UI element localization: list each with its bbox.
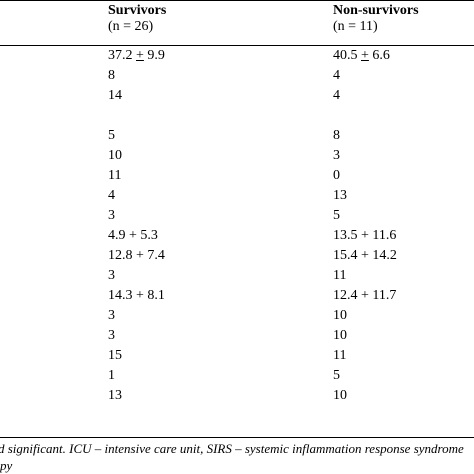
nonsurvivors-title: Non-survivors	[333, 3, 419, 18]
survivors-value: 11	[108, 168, 122, 183]
table-footnote: d significant. ICU – intensive care unit…	[0, 440, 474, 474]
nonsurvivors-value: 4	[333, 68, 340, 83]
footnote-line-1: d significant. ICU – intensive care unit…	[0, 441, 464, 456]
survivors-value: 5	[108, 128, 115, 143]
nonsurvivors-value: 15.4 + 14.2	[333, 248, 397, 263]
table-row	[0, 106, 474, 126]
survivors-value: 1	[108, 368, 115, 383]
survivors-header: Survivors (n = 26)	[108, 3, 166, 35]
survivors-value: 3	[108, 328, 115, 343]
nonsurvivors-header: Non-survivors (n = 11)	[333, 3, 419, 35]
survivors-title: Survivors	[108, 3, 167, 18]
nonsurvivors-value: 10	[333, 308, 347, 323]
survivors-value: 14	[108, 88, 122, 103]
nonsurvivors-value: 4	[333, 88, 340, 103]
table-row: 14 4	[0, 86, 474, 106]
nonsurvivors-value: 11	[333, 348, 347, 363]
table-row: 11 0	[0, 166, 474, 186]
table-row: 4 13	[0, 186, 474, 206]
nonsurvivors-value: 5	[333, 208, 340, 223]
survivors-value: 10	[108, 148, 122, 163]
survivors-value: 4.9 + 5.3	[108, 228, 158, 243]
nonsurvivors-value: 0	[333, 168, 340, 183]
nonsurvivors-value: 5	[333, 368, 340, 383]
survivors-value: 12.8 + 7.4	[108, 248, 165, 263]
nonsurvivors-value: 40.5 + 6.6	[333, 48, 390, 63]
table-row: 3 11	[0, 266, 474, 286]
nonsurvivors-value: 8	[333, 128, 340, 143]
table-row: 10 3	[0, 146, 474, 166]
survivors-value: 3	[108, 308, 115, 323]
survivors-value: 3	[108, 268, 115, 283]
nonsurvivors-value: 13.5 + 11.6	[333, 228, 397, 243]
survivors-value: 37.2 + 9.9	[108, 48, 165, 63]
nonsurvivors-value: 10	[333, 328, 347, 343]
table-row: 12.8 + 7.4 15.4 + 14.2	[0, 246, 474, 266]
header-rule	[0, 45, 474, 46]
table-row: 13 10	[0, 386, 474, 406]
survivors-count: (n = 26)	[108, 19, 154, 34]
table-row: 14.3 + 8.1 12.4 + 11.7	[0, 286, 474, 306]
table-row: 15 11	[0, 346, 474, 366]
table-row: 37.2 + 9.9 40.5 + 6.6	[0, 46, 474, 66]
footnote-line-2: py	[0, 458, 13, 473]
nonsurvivors-value: 12.4 + 11.7	[333, 288, 397, 303]
survivors-value: 3	[108, 208, 115, 223]
survivors-value: 15	[108, 348, 122, 363]
table-bottom-rule	[0, 437, 474, 438]
nonsurvivors-value: 11	[333, 268, 347, 283]
nonsurvivors-value: 3	[333, 148, 340, 163]
table-row: 3 10	[0, 306, 474, 326]
survivors-value: 4	[108, 188, 115, 203]
survivors-value: 8	[108, 68, 115, 83]
table-row: 4.9 + 5.3 13.5 + 11.6	[0, 226, 474, 246]
survivors-value: 14.3 + 8.1	[108, 288, 165, 303]
table-row: 3 10	[0, 326, 474, 346]
nonsurvivors-value: 13	[333, 188, 347, 203]
nonsurvivors-count: (n = 11)	[333, 19, 378, 34]
nonsurvivors-value: 10	[333, 388, 347, 403]
table-top-rule	[0, 0, 474, 1]
survivors-value: 13	[108, 388, 122, 403]
